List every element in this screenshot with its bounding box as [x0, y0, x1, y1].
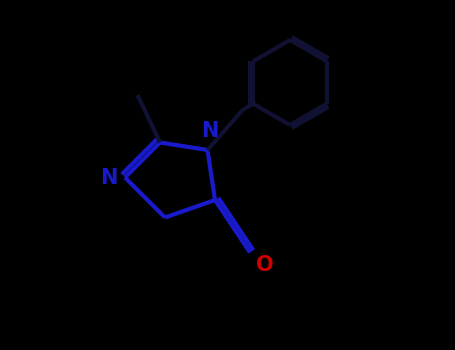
Text: O: O: [256, 255, 273, 275]
Text: N: N: [100, 168, 117, 188]
Text: N: N: [201, 121, 219, 141]
